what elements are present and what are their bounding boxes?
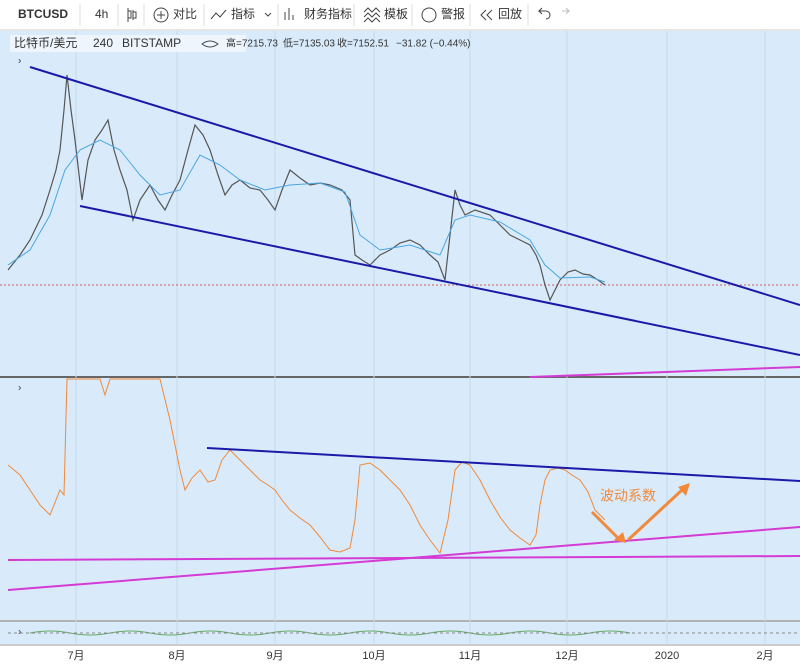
time-axis-label: 11月: [459, 650, 481, 662]
interval[interactable]: 4h: [95, 7, 108, 21]
undo-icon[interactable]: [537, 7, 551, 20]
trend-line-magenta: [529, 366, 800, 378]
dropdown-icon[interactable]: [264, 12, 272, 17]
collapse-icon[interactable]: ›: [18, 383, 21, 394]
time-axis-label: 9月: [266, 650, 283, 662]
legend-high: 高=7215.73: [226, 37, 278, 50]
arrow-down: [590, 510, 622, 542]
financials[interactable]: 财务指标: [304, 6, 352, 21]
compare-icon: [157, 11, 165, 19]
replay[interactable]: 回放: [498, 6, 522, 21]
collapse-icon[interactable]: ›: [18, 627, 21, 638]
indicators[interactable]: 指标: [231, 6, 255, 21]
redo-icon[interactable]: [562, 7, 571, 15]
symbol[interactable]: BTCUSD: [18, 7, 68, 21]
trend-line-upper: [29, 66, 800, 306]
templates[interactable]: 模板: [384, 7, 408, 21]
moving-average: [7, 139, 606, 283]
arrow-head: [614, 532, 626, 543]
time-axis: 7月 8月 9月 10月 11月 12月 2020 2月: [67, 650, 773, 662]
collapse-icon[interactable]: ›: [18, 56, 21, 67]
legend-close: 收=7152.51: [337, 37, 389, 50]
time-axis-label: 10月: [362, 650, 385, 662]
time-axis-label: 2月: [756, 650, 773, 662]
arrow-up: [626, 488, 684, 542]
price-pane: [0, 31, 800, 376]
compare-icon[interactable]: [153, 7, 169, 23]
price-series: [7, 74, 606, 302]
legend-exchange: BITSTAMP: [122, 36, 181, 50]
candle-icon[interactable]: [127, 8, 137, 22]
trend-line-indicator: [206, 447, 800, 482]
replay-icon[interactable]: [480, 9, 493, 21]
horizontal-support: [7, 555, 800, 561]
legend-box: [10, 35, 246, 52]
template-icon[interactable]: [363, 7, 381, 23]
small-indicator: [29, 630, 631, 636]
alerts[interactable]: 警报: [441, 6, 465, 21]
legend-change: −31.82 (−0.44%): [396, 39, 471, 50]
indicator-pane: [0, 378, 800, 620]
indicator-icon[interactable]: [210, 9, 227, 20]
time-axis-label: 7月: [67, 650, 84, 662]
time-axis-label: 12月: [555, 650, 578, 662]
grid: [75, 31, 766, 645]
compare[interactable]: 对比: [173, 7, 197, 21]
alert-icon[interactable]: [421, 7, 437, 23]
time-axis-label: 2020: [655, 650, 679, 662]
annotation: 波动系数: [600, 488, 656, 504]
time-axis-label: 8月: [168, 650, 185, 662]
eye-icon[interactable]: [201, 40, 219, 48]
legend-low: 低=7135.03: [283, 37, 335, 50]
trend-line-lower: [79, 205, 800, 356]
legend-name: 比特币/美元: [14, 35, 77, 50]
financial-icon[interactable]: [284, 8, 294, 20]
arrow-head: [678, 483, 690, 496]
toolbar-items: BTCUSD 4h 对比 指标 财务指标 模板 警报 回放: [18, 4, 571, 26]
volatility-series: [7, 378, 606, 555]
legend-interval: 240: [93, 36, 113, 50]
